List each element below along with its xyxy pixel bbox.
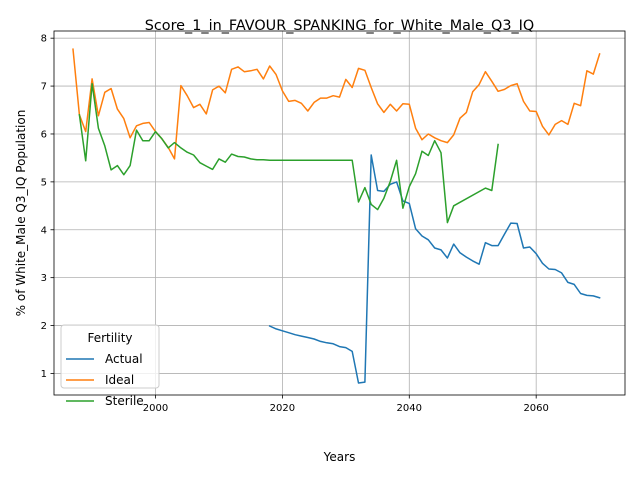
y-tick-label: 1 bbox=[41, 369, 47, 380]
legend-label: Actual bbox=[105, 352, 143, 366]
y-tick-label: 7 bbox=[41, 82, 47, 93]
y-tick-label: 3 bbox=[41, 273, 47, 284]
y-axis-label: % of White_Male Q3_IQ Population bbox=[14, 110, 28, 317]
x-tick-label: 2060 bbox=[523, 403, 548, 414]
legend-item-sterile: Sterile bbox=[66, 394, 144, 408]
legend-item-actual: Actual bbox=[66, 352, 143, 366]
x-tick-label: 2000 bbox=[143, 403, 168, 414]
x-tick-label: 2040 bbox=[397, 403, 422, 414]
series-line-sterile bbox=[78, 82, 499, 224]
x-axis-label: Years bbox=[323, 450, 356, 464]
legend-items: Actual Ideal Sterile bbox=[66, 352, 144, 408]
y-tick-label: 8 bbox=[41, 34, 47, 45]
legend-label: Ideal bbox=[105, 373, 134, 387]
chart-title: Score_1_in_FAVOUR_SPANKING_for_White_Mal… bbox=[145, 18, 535, 34]
x-tick-label: 2020 bbox=[270, 403, 295, 414]
legend-title: Fertility bbox=[87, 331, 132, 345]
legend-item-ideal: Ideal bbox=[66, 373, 134, 387]
y-tick-label: 5 bbox=[41, 177, 47, 188]
y-tick-label: 6 bbox=[41, 129, 47, 140]
grid bbox=[54, 31, 625, 395]
series-line-actual bbox=[268, 154, 601, 384]
legend: Fertility Actual Ideal Sterile bbox=[60, 324, 160, 408]
y-tick-label: 4 bbox=[41, 225, 47, 236]
series-lines bbox=[72, 48, 601, 384]
y-tick-label: 2 bbox=[41, 321, 47, 332]
legend-label: Sterile bbox=[105, 394, 144, 408]
axis-ticks: 2000 2020 2040 2060 1 2 3 4 5 6 7 8 bbox=[41, 34, 549, 414]
plot-frame bbox=[53, 30, 626, 396]
legend-box bbox=[60, 324, 160, 389]
